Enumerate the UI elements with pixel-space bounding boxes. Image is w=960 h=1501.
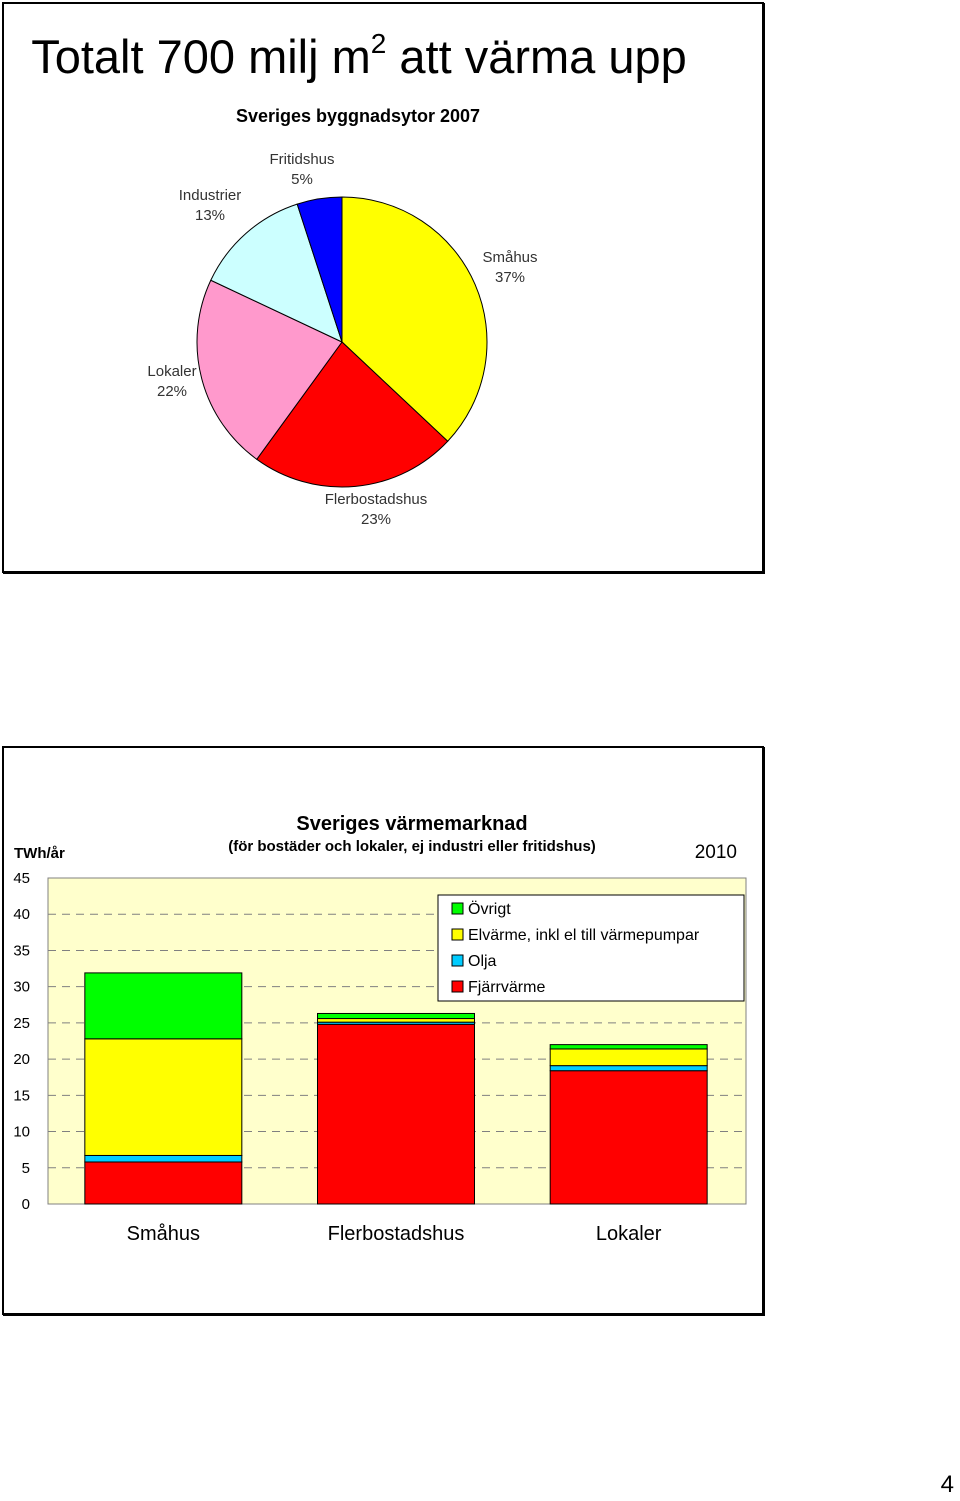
- legend-swatch: [451, 902, 464, 915]
- legend-swatch: [451, 928, 464, 941]
- bar-segment-småhus-övrigt: [84, 972, 243, 1040]
- pie-value-label-fritidshus: 5%: [291, 171, 313, 188]
- pie-label-lokaler: Lokaler: [147, 363, 196, 380]
- legend: Övrigt Elvärme, inkl el till värmepumpar O…: [437, 894, 745, 1002]
- legend-swatch: [451, 980, 464, 993]
- bar-segment-lokaler-olja: [549, 1065, 708, 1072]
- pie-value-label-flerbostadshus: 23%: [361, 511, 391, 528]
- legend-label: Fjärrvärme: [468, 979, 545, 996]
- legend-swatch: [451, 954, 464, 967]
- pie-slice-fritidshus: [296, 196, 343, 343]
- page-number: 4: [940, 1471, 954, 1498]
- legend-label: Elvärme, inkl el till värmepumpar: [468, 927, 700, 944]
- slide-heat-market: Sveriges värmemarknad (för bostäder och …: [2, 746, 764, 1315]
- title-text-rest: att värma upp: [386, 30, 687, 83]
- y-tick-label: 5: [22, 1160, 30, 1177]
- pie-slice-småhus: [341, 196, 488, 442]
- pie-value-label-lokaler: 22%: [157, 383, 187, 400]
- y-tick-label: 15: [13, 1087, 30, 1104]
- y-axis-label: TWh/år: [14, 845, 65, 862]
- stacked-bar-chart: Sveriges värmemarknad (för bostäder och …: [13, 813, 747, 1245]
- bar-segment-flerbostadshus-övrigt: [317, 1012, 475, 1020]
- y-tick-label: 35: [13, 942, 30, 959]
- pie-label-småhus: Småhus: [482, 249, 537, 266]
- pie-chart-title: Sveriges byggnadsytor 2007: [236, 106, 480, 126]
- y-tick-label: 20: [13, 1051, 30, 1068]
- bar-segment-lokaler-fjärrvärme: [549, 1070, 708, 1205]
- pie-value-label-industrier: 13%: [195, 207, 225, 224]
- pie-slice-flerbostadshus: [256, 341, 449, 488]
- bar-chart-title: Sveriges värmemarknad: [296, 813, 527, 835]
- pie-label-flerbostadshus: Flerbostadshus: [325, 491, 428, 508]
- y-tick-labels: 0 5 10 15 20 25 30 35 40 45: [13, 870, 30, 1213]
- y-tick-label: 0: [22, 1196, 30, 1213]
- y-tick-label: 25: [13, 1015, 30, 1032]
- y-tick-label: 30: [13, 979, 30, 996]
- bar-segment-flerbostadshus-fjärrvärme: [317, 1023, 475, 1205]
- y-tick-label: 10: [13, 1124, 30, 1141]
- x-tick-label: Småhus: [127, 1223, 200, 1245]
- bars: [84, 972, 708, 1205]
- y-tick-label: 45: [13, 870, 30, 887]
- bar-segment-lokaler-övrigt: [549, 1044, 708, 1050]
- legend-box: [437, 894, 745, 1002]
- pie-labels: Småhus 37% Flerbostadshus 23% Lokaler 22% Indu…: [147, 151, 537, 528]
- x-tick-labels: Småhus Flerbostadshus Lokaler: [127, 1223, 662, 1245]
- bar-segment-flerbostadshus-elvärme: [317, 1018, 475, 1023]
- pie-chart: Sveriges byggnadsytor 2007 Småhus 37% Fler…: [147, 106, 537, 528]
- bar-chart-subtitle: (för bostäder och lokaler, ej industri e…: [228, 838, 596, 855]
- legend-label: Övrigt: [468, 900, 511, 918]
- y-tick-label: 40: [13, 906, 30, 923]
- title-superscript: 2: [370, 28, 387, 59]
- x-tick-label: Lokaler: [596, 1223, 662, 1245]
- bar-segment-småhus-elvärme: [84, 1038, 243, 1156]
- bar-segment-lokaler-elvärme: [549, 1048, 708, 1067]
- legend-label: Olja: [468, 953, 497, 970]
- pie-value-label-småhus: 37%: [495, 269, 525, 286]
- slide-title: Totalt 700 milj m2 att värma upp: [4, 28, 714, 84]
- x-tick-label: Flerbostadshus: [328, 1223, 465, 1245]
- pie-label-industrier: Industrier: [179, 187, 242, 204]
- pie-slices: [196, 196, 488, 488]
- title-text: Totalt 700 milj m: [31, 30, 371, 83]
- slide-building-areas: Totalt 700 milj m2 att värma upp Sverige…: [2, 2, 764, 573]
- pie-slice-industrier: [210, 203, 343, 343]
- year-label: 2010: [695, 842, 737, 863]
- bar-segment-småhus-olja: [84, 1154, 243, 1163]
- pie-label-fritidshus: Fritidshus: [269, 151, 334, 168]
- bar-segment-småhus-fjärrvärme: [84, 1161, 243, 1205]
